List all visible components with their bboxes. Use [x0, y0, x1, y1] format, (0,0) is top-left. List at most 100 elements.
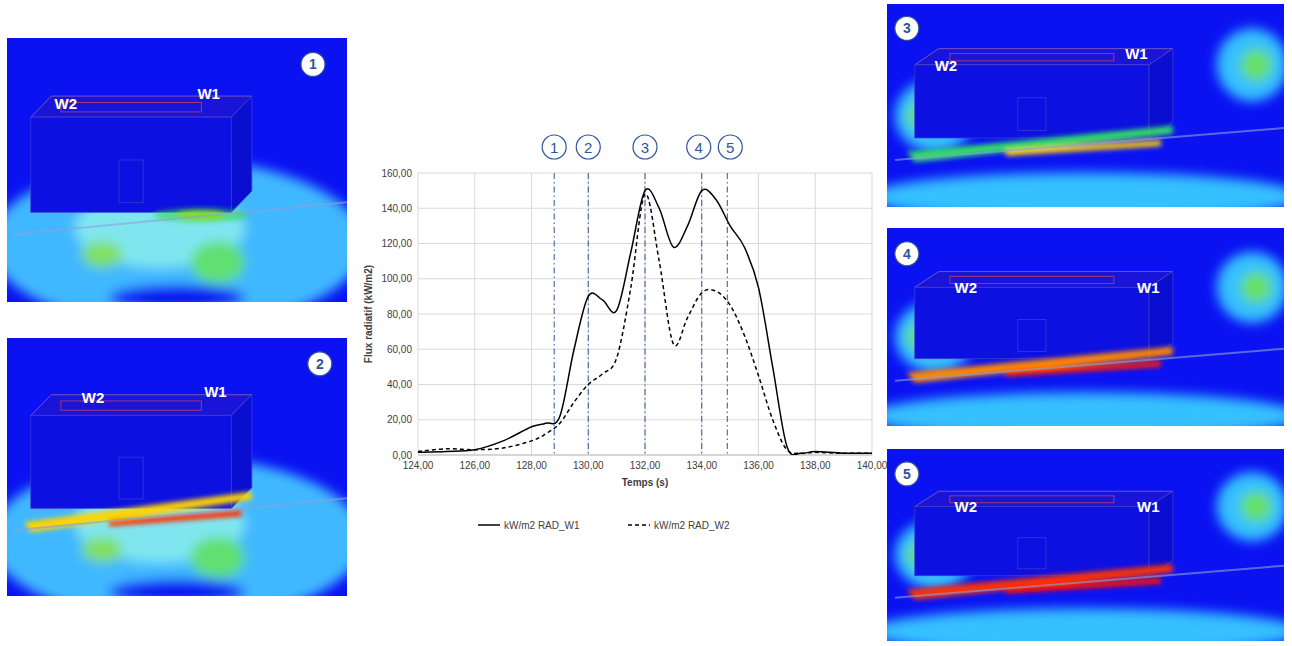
sim-panel: W2 W1 5: [867, 449, 1292, 646]
y-tick-label: 100,00: [381, 273, 412, 284]
house-side: [231, 395, 251, 509]
roof-detail: [950, 54, 1114, 61]
legend-label: kW/m2 RAD_W2: [654, 520, 730, 531]
field-blob: [82, 537, 123, 563]
sim-image: [7, 338, 347, 596]
house: [31, 96, 252, 212]
grid-line: [531, 173, 532, 455]
field: [887, 28, 1284, 207]
field-blob: [1217, 252, 1284, 323]
panel-number: 5: [903, 466, 911, 482]
sim-image: [887, 228, 1284, 426]
house: [915, 272, 1173, 359]
field: [887, 472, 1284, 641]
wall-label: W1: [1137, 498, 1160, 515]
panel-number-circle: [895, 242, 919, 266]
panel-number-circle: [895, 462, 919, 486]
sim-panel: W2W13: [867, 4, 1292, 221]
field-blob: [887, 392, 1284, 426]
y-tick-label: 20,00: [387, 414, 412, 425]
y-tick-label: 120,00: [381, 238, 412, 249]
x-tick-label: 138,00: [800, 460, 831, 471]
road-edge: [14, 498, 347, 530]
legend: kW/m2 RAD_W1 kW/m2 RAD_W2: [478, 520, 730, 531]
sim-image: [7, 38, 347, 302]
field-blob: [191, 241, 245, 283]
grid-line: [588, 173, 589, 455]
house-door: [119, 160, 143, 203]
sim-panel: W2W11: [0, 38, 364, 328]
marker-line: [727, 173, 728, 455]
house: [915, 49, 1173, 138]
marker-label: 2: [584, 139, 592, 156]
y-tick-label: 80,00: [387, 309, 412, 320]
house-front: [915, 65, 1149, 138]
y-tick-label: 160,00: [381, 168, 412, 179]
y-tick-label: 140,00: [381, 203, 412, 214]
series-line: [418, 194, 872, 454]
marker-label: 1: [550, 139, 558, 156]
house-door: [1018, 538, 1046, 569]
grid-line: [758, 173, 759, 455]
x-tick-label: 132,00: [630, 460, 661, 471]
sim-panel: W2W12: [0, 338, 364, 622]
roof-detail: [61, 102, 201, 112]
field: [887, 252, 1284, 426]
figure: 0,0020,0040,0060,0080,00100,00120,00140,…: [0, 0, 1292, 646]
wall-label: W1: [1137, 279, 1160, 296]
panel-number: 2: [316, 356, 324, 372]
field-blob: [887, 608, 1284, 641]
wall-label: W2: [55, 95, 78, 112]
wall-label: W2: [954, 498, 977, 515]
y-axis-title: Flux radiatif (kW/m2): [363, 265, 374, 363]
road-edge: [895, 566, 1284, 598]
field-blob: [82, 241, 123, 267]
lines: [418, 189, 872, 455]
marker-circle: [633, 135, 657, 159]
marker-circle: [718, 135, 742, 159]
house-side: [231, 96, 251, 212]
marker-line: [588, 173, 589, 455]
house-roof: [915, 272, 1173, 288]
series-line: [418, 189, 872, 455]
field-blob: [1217, 472, 1284, 541]
house: [31, 395, 252, 509]
marker-circle: [542, 135, 566, 159]
x-tick-label: 124,00: [403, 460, 434, 471]
marker-line: [645, 173, 646, 455]
wall-label: W2: [954, 279, 977, 296]
legend-label: kW/m2 RAD_W1: [504, 520, 580, 531]
marker-label: 4: [695, 139, 703, 156]
marker-line: [554, 173, 555, 455]
grid-line: [645, 173, 646, 455]
house-front: [31, 117, 232, 212]
grid-line: [418, 173, 419, 455]
house-roof: [915, 491, 1173, 506]
field-blob: [109, 285, 245, 302]
house-front: [915, 287, 1149, 358]
panel-number: 1: [309, 56, 317, 72]
wall-label: W2: [935, 57, 958, 74]
sim-image: [887, 449, 1284, 641]
grid-line: [815, 173, 816, 455]
sim-image: [887, 4, 1284, 207]
house-front: [915, 507, 1149, 576]
x-tick-label: 140,00: [857, 460, 888, 471]
marker-circle: [576, 135, 600, 159]
house: [915, 491, 1173, 575]
x-tick-label: 136,00: [743, 460, 774, 471]
house-front: [31, 415, 232, 508]
grid-line: [701, 173, 702, 455]
wall-label: W2: [82, 389, 105, 406]
x-tick-label: 126,00: [459, 460, 490, 471]
house-door: [119, 457, 143, 499]
y-tick-label: 0,00: [393, 450, 413, 461]
field-blob: [1240, 272, 1272, 304]
x-tick-label: 134,00: [686, 460, 717, 471]
chart: 0,0020,0040,0060,0080,00100,00120,00140,…: [363, 135, 888, 531]
marker-label: 3: [641, 139, 649, 156]
legend-swatch: [478, 524, 500, 526]
panel-number: 3: [903, 20, 911, 36]
grid-line: [872, 173, 873, 455]
road-edge: [895, 128, 1284, 160]
